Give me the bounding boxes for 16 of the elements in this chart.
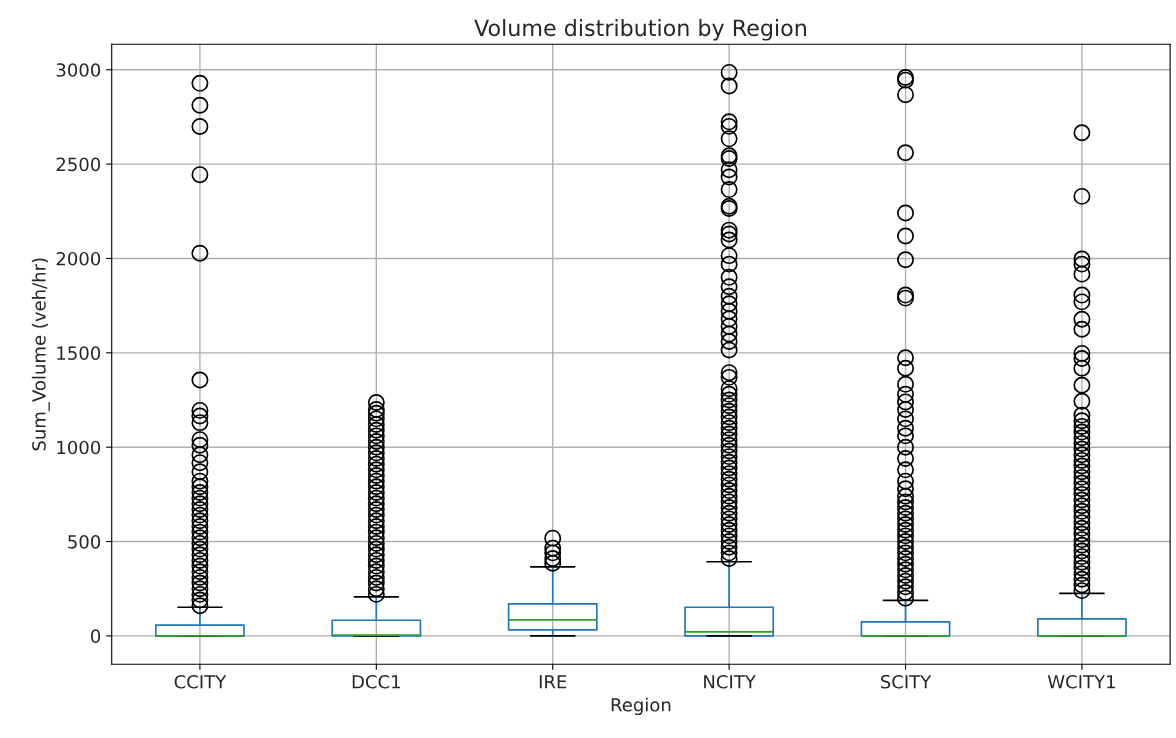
y-tick-label: 1000 [57,440,101,455]
y-tick-label: 1500 [57,346,101,360]
x-tick-label: DCC1 [352,674,400,689]
y-tick-label: 3000 [56,63,101,77]
x-axis-title: Region [611,697,671,716]
y-tick-label: 2500 [56,157,101,172]
x-tick-label: IRE [539,675,567,689]
chart-title: Volume distribution by Region [474,19,806,41]
y-tick-label: 0 [91,629,101,644]
x-tick-label: NCITY [704,674,756,689]
y-axis-title: Sum_Volume (veh/hr) [31,258,50,451]
x-tick-label: CCITY [174,674,227,689]
x-tick-label: SCITY [880,674,932,689]
x-tick-label: WCITY1 [1047,674,1115,689]
y-tick-label: 500 [68,535,101,549]
y-tick-label: 2000 [56,251,101,266]
